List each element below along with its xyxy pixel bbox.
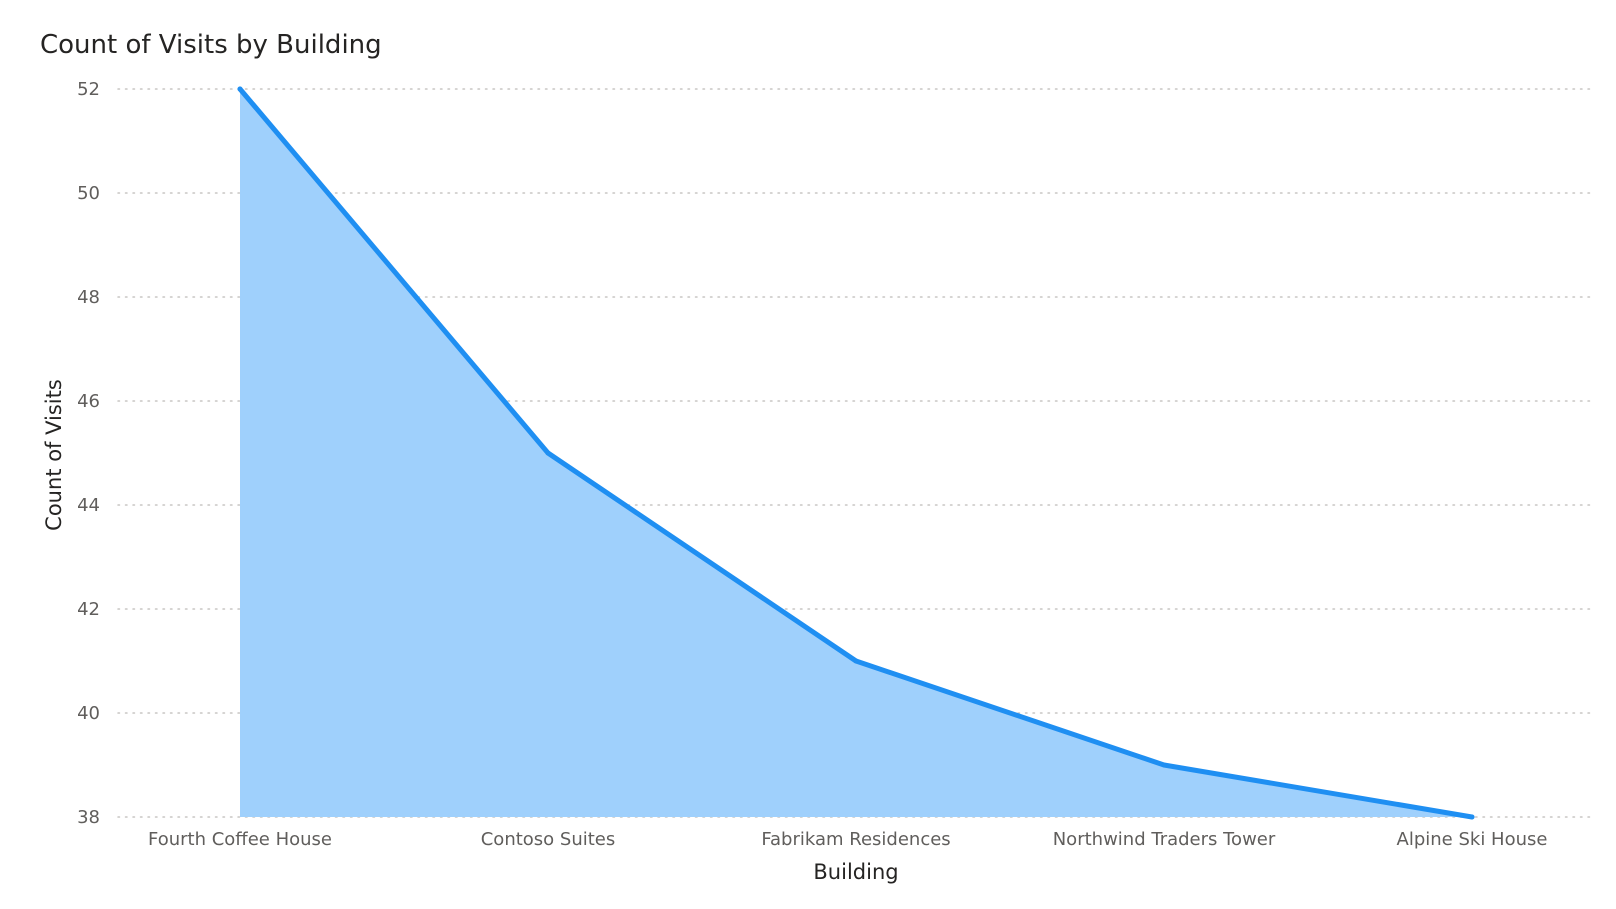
x-axis-title: Building	[813, 860, 898, 884]
x-tick-label: Northwind Traders Tower	[1053, 829, 1276, 850]
x-tick-label: Alpine Ski House	[1397, 829, 1548, 850]
y-tick-label: 44	[77, 495, 100, 516]
x-tick-label: Fabrikam Residences	[761, 829, 950, 850]
y-axis-ticks: 38 40 42 44 46 48 50 52	[77, 79, 100, 828]
y-tick-label: 50	[77, 183, 100, 204]
data-point[interactable]	[1469, 814, 1475, 820]
y-tick-label: 46	[77, 391, 100, 412]
y-tick-label: 40	[77, 703, 100, 724]
area-fill	[240, 89, 1472, 817]
y-tick-label: 38	[77, 807, 100, 828]
data-point[interactable]	[237, 86, 243, 92]
x-tick-label: Contoso Suites	[481, 829, 616, 850]
y-tick-label: 52	[77, 79, 100, 100]
y-tick-label: 48	[77, 287, 100, 308]
data-point[interactable]	[1161, 762, 1167, 768]
data-point[interactable]	[545, 450, 551, 456]
area-series	[237, 86, 1475, 820]
y-tick-label: 42	[77, 599, 100, 620]
chart-title: Count of Visits by Building	[40, 30, 382, 60]
data-point[interactable]	[853, 658, 859, 664]
x-tick-label: Fourth Coffee House	[148, 829, 332, 850]
x-axis-ticks: Fourth Coffee House Contoso Suites Fabrika…	[148, 829, 1547, 850]
y-axis-title: Count of Visits	[42, 379, 66, 531]
